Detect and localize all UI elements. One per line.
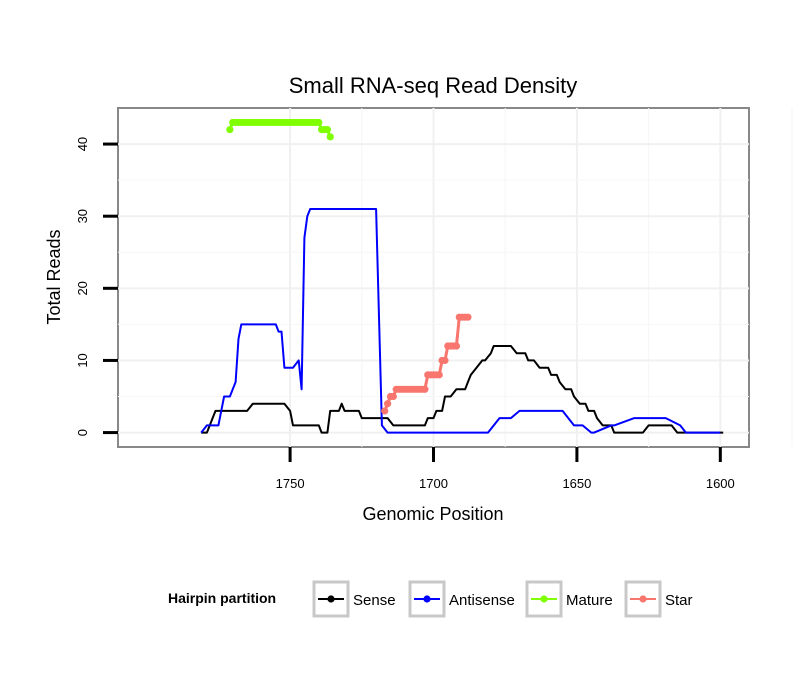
- legend-point-star: [639, 595, 647, 603]
- y-tick-label: 0: [75, 429, 90, 436]
- legend-label-antisense: Antisense: [449, 592, 515, 609]
- y-tick-label: 20: [75, 281, 90, 295]
- y-axis-title: Total Reads: [44, 229, 64, 324]
- data-point-star: [381, 407, 389, 415]
- data-point-star: [464, 313, 472, 321]
- series-layer: [200, 118, 724, 434]
- legend-label-mature: Mature: [566, 592, 613, 609]
- data-point-star: [452, 342, 461, 350]
- x-axis-title: Genomic Position: [362, 504, 503, 524]
- data-point-star: [384, 400, 392, 408]
- y-tick-label: 30: [75, 209, 90, 223]
- legend-point-sense: [327, 595, 335, 603]
- data-point-mature: [315, 118, 323, 127]
- data-point-mature: [323, 126, 331, 134]
- legend-point-mature: [540, 595, 548, 603]
- data-point-star: [435, 371, 443, 379]
- series-line-antisense: [200, 208, 721, 434]
- legend-point-antisense: [423, 595, 431, 603]
- y-tick-label: 40: [75, 137, 90, 151]
- x-tick-label: 1650: [562, 476, 591, 491]
- data-point-mature: [226, 126, 234, 134]
- chart-title: Small RNA-seq Read Density: [289, 73, 578, 98]
- x-tick-label: 1700: [419, 476, 448, 491]
- legend-label-star: Star: [665, 592, 693, 609]
- legend: Hairpin partition Sense Antisense Mature St…: [168, 580, 693, 618]
- series-line-sense: [201, 345, 724, 434]
- legend-title: Hairpin partition: [168, 590, 276, 606]
- legend-label-sense: Sense: [353, 592, 396, 609]
- x-tick-label: 1600: [706, 476, 735, 491]
- data-point-mature: [326, 133, 334, 141]
- data-point-star: [389, 392, 397, 401]
- data-point-star: [421, 385, 429, 393]
- x-tick-label: 1750: [276, 476, 305, 491]
- axes: 1750 1700 1650 1600 0 10 20 30 40: [75, 137, 735, 491]
- data-point-star: [441, 356, 449, 365]
- y-tick-label: 10: [75, 353, 90, 367]
